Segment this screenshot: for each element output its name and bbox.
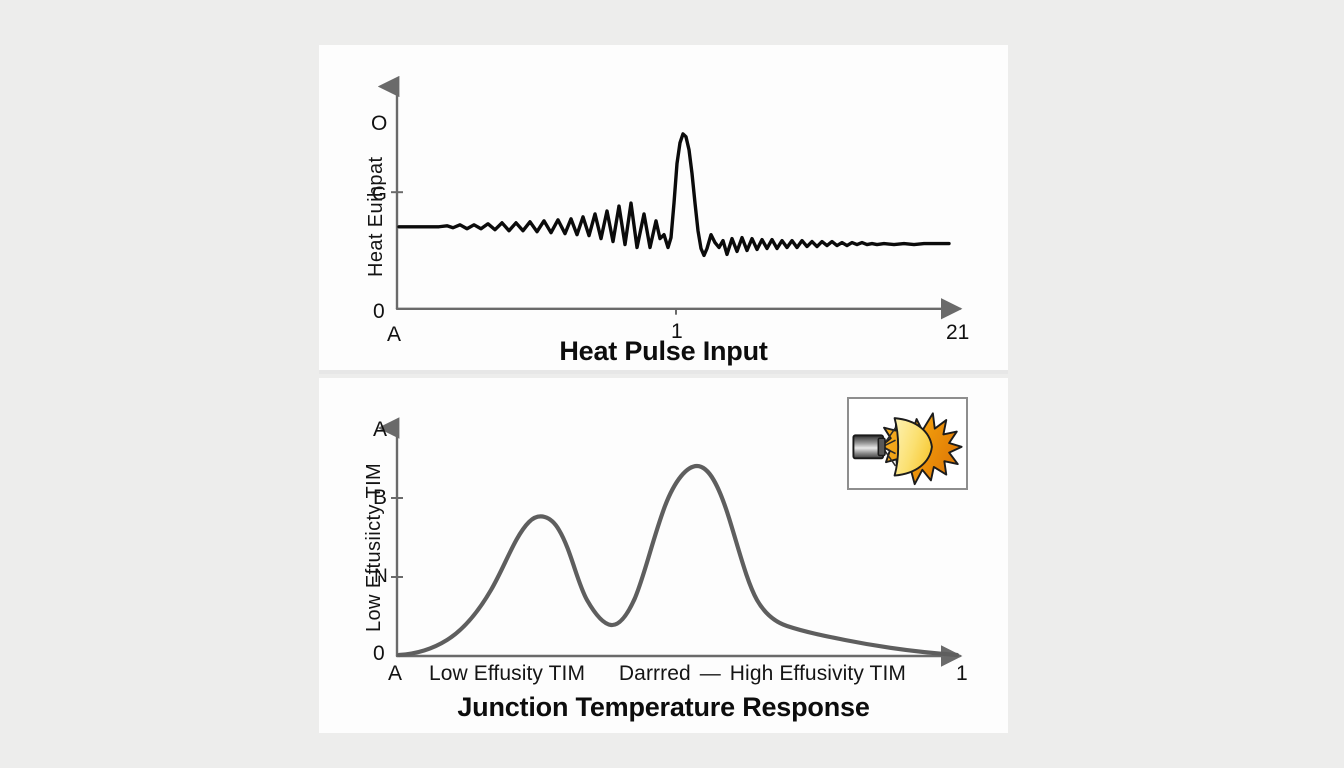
tick-label-y-mid: G (372, 184, 387, 205)
y-axis-title-low-effusivity-tim: Low Eftusiicty TIM (363, 462, 385, 632)
heat-pulse-plot (377, 75, 963, 320)
heat-pulse-axes (377, 75, 963, 320)
tick-label-x-start: A (387, 323, 402, 346)
tick-label-x-end: 21 (946, 321, 970, 344)
lamp-collar (877, 437, 886, 457)
junction-temperature-plot (377, 417, 963, 667)
lens-shape (893, 417, 933, 477)
legend-high-effusivity-label: High Effusivity TIM (729, 662, 906, 685)
tick-label-y-top: O (371, 112, 388, 135)
legend-dashed-label: Darrred (618, 662, 691, 685)
panel-junction-temperature-response: A B N 0 A 1 Low Eftusiicty TIM Low Effus… (319, 378, 1008, 733)
tick-label-x-start: A (388, 662, 403, 685)
tick-label-x-mid: 1 (671, 320, 683, 343)
heat-pulse-trace (397, 132, 951, 258)
y-axis-title-heat-output: Heat Euihpat (365, 156, 387, 277)
panel-title-heat-pulse-input: Heat Pulse Input (559, 336, 768, 366)
legend-low-effusivity-label: Low Effusity TIM (429, 662, 586, 685)
panel-title-junction-temperature-response: Junction Temperature Response (457, 692, 870, 722)
tick-label-y-n: N (374, 566, 388, 587)
tick-label-y-a: A (373, 418, 388, 441)
inset-flash-lamp-illustration (847, 397, 968, 490)
tick-label-y-b: B (373, 486, 388, 509)
series-legend: Low Effusity TIM Darrred — High Effusivi… (429, 662, 909, 686)
panel-heat-pulse-input: O G 0 A 1 21 Heat Euihpat Heat Pulse Inp… (319, 45, 1008, 374)
flash-lamp-icon (852, 412, 963, 486)
legend-dash-glyph: — (699, 662, 721, 685)
junction-temp-axes (377, 417, 963, 667)
tick-label-x-end: 1 (956, 662, 968, 685)
tick-label-y-zero: 0 (373, 300, 385, 323)
figure-stack: O G 0 A 1 21 Heat Euihpat Heat Pulse Inp… (319, 45, 1008, 733)
junction-temperature-trace (396, 463, 960, 658)
tick-label-y-zero: 0 (373, 642, 385, 665)
